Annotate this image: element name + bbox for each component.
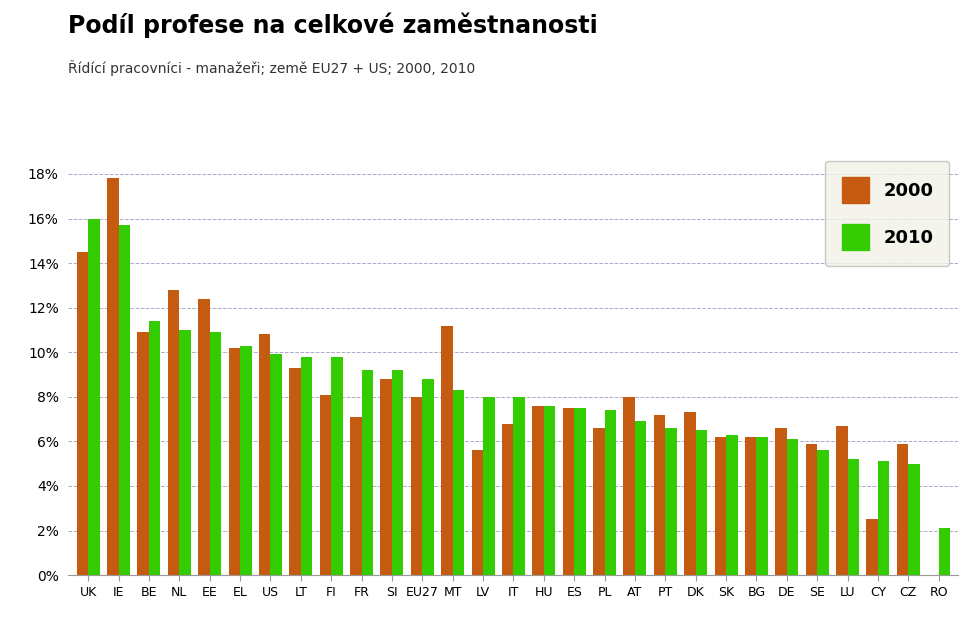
Bar: [847, 459, 858, 575]
Bar: [106, 178, 118, 575]
Bar: [301, 356, 312, 575]
Bar: [634, 422, 646, 575]
Bar: [452, 390, 464, 575]
Bar: [259, 334, 271, 575]
Bar: [289, 368, 301, 575]
Bar: [422, 379, 434, 575]
Text: Podíl profese na celkové zaměstnanosti: Podíl profese na celkové zaměstnanosti: [68, 13, 598, 38]
Bar: [604, 410, 616, 575]
Bar: [592, 428, 604, 575]
Bar: [209, 332, 221, 575]
Bar: [149, 321, 160, 575]
Bar: [392, 370, 404, 575]
Bar: [513, 397, 525, 575]
Bar: [725, 435, 737, 575]
Bar: [380, 379, 392, 575]
Bar: [198, 299, 209, 575]
Bar: [229, 348, 239, 575]
Bar: [471, 451, 483, 575]
Bar: [350, 417, 361, 575]
Bar: [775, 428, 786, 575]
Bar: [744, 437, 755, 575]
Bar: [410, 397, 422, 575]
Bar: [896, 444, 908, 575]
Bar: [179, 330, 191, 575]
Bar: [331, 356, 342, 575]
Bar: [786, 439, 797, 575]
Bar: [835, 426, 847, 575]
Bar: [573, 408, 585, 575]
Bar: [88, 219, 100, 575]
Bar: [319, 394, 331, 575]
Bar: [168, 290, 179, 575]
Bar: [531, 406, 543, 575]
Bar: [684, 413, 695, 575]
Bar: [483, 397, 494, 575]
Bar: [866, 520, 877, 575]
Bar: [938, 528, 950, 575]
Bar: [441, 325, 452, 575]
Bar: [714, 437, 725, 575]
Bar: [239, 346, 251, 575]
Bar: [501, 423, 513, 575]
Bar: [664, 428, 676, 575]
Bar: [76, 252, 88, 575]
Bar: [908, 464, 919, 575]
Bar: [755, 437, 767, 575]
Bar: [817, 451, 828, 575]
Bar: [543, 406, 555, 575]
Bar: [877, 461, 888, 575]
Bar: [653, 415, 664, 575]
Legend: 2000, 2010: 2000, 2010: [825, 161, 949, 266]
Bar: [562, 408, 573, 575]
Text: Řídící pracovníci - manažeři; země EU27 + US; 2000, 2010: Řídící pracovníci - manažeři; země EU27 …: [68, 60, 475, 76]
Bar: [805, 444, 817, 575]
Bar: [138, 332, 149, 575]
Bar: [361, 370, 373, 575]
Bar: [118, 225, 130, 575]
Bar: [695, 430, 706, 575]
Bar: [622, 397, 634, 575]
Bar: [271, 355, 281, 575]
